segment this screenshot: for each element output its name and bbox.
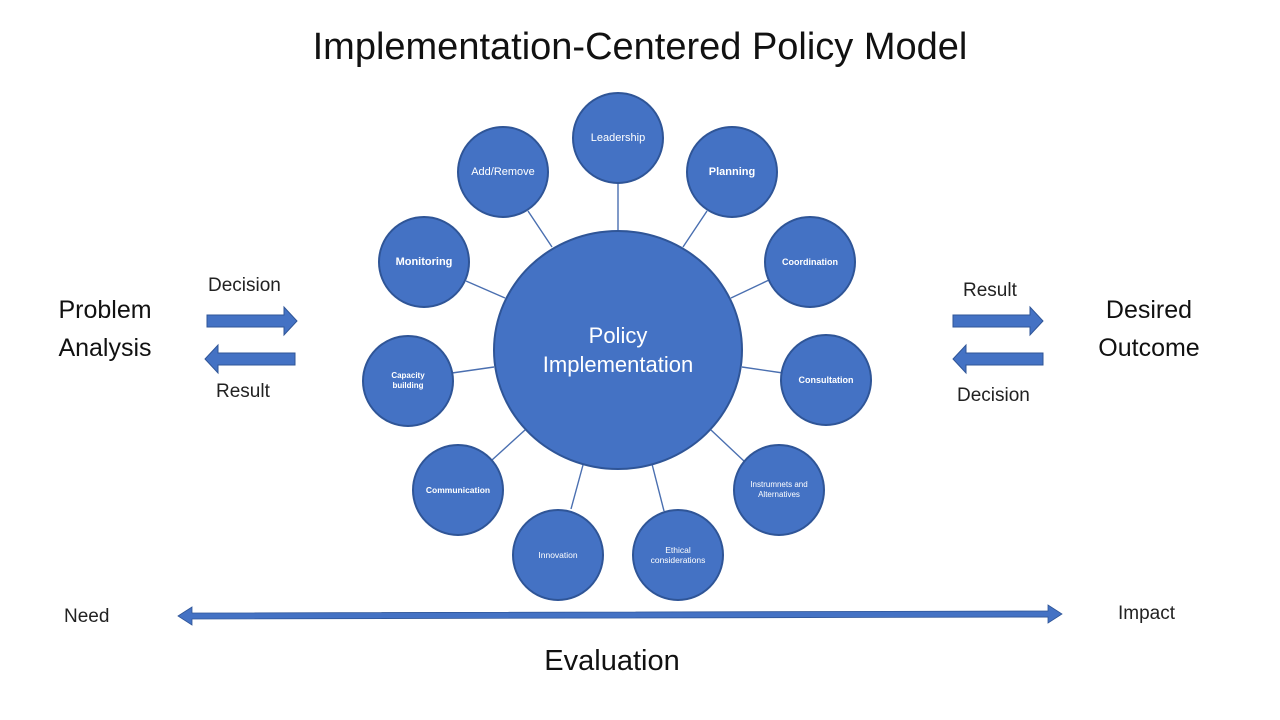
need-label: Need bbox=[64, 606, 110, 627]
connector-consultation bbox=[741, 366, 784, 374]
evaluation-double-arrow bbox=[177, 604, 1063, 626]
problem-analysis-label: Problem Analysis bbox=[58, 296, 152, 362]
evaluation-label: Evaluation bbox=[544, 645, 680, 677]
node-instruments: Instrumnets and Alternatives bbox=[733, 444, 825, 536]
node-monitoring: Monitoring bbox=[378, 216, 470, 308]
right-result-label: Result bbox=[963, 280, 1017, 301]
node-capacity-label: Capacity building bbox=[391, 371, 425, 390]
node-leadership: Leadership bbox=[572, 92, 664, 184]
center-label: Policy Implementation bbox=[542, 323, 694, 377]
node-planning: Planning bbox=[686, 126, 778, 218]
left-result-arrow bbox=[204, 343, 296, 375]
node-addremove: Add/Remove bbox=[457, 126, 549, 218]
right-decision-arrow bbox=[952, 343, 1044, 375]
node-addremove-label: Add/Remove bbox=[471, 166, 535, 178]
node-leadership-label: Leadership bbox=[590, 132, 646, 144]
node-communication-label: Communication bbox=[425, 485, 491, 495]
node-consultation-label: Consultation bbox=[798, 375, 854, 385]
left-result-label: Result bbox=[216, 381, 270, 402]
connector-planning bbox=[682, 210, 708, 248]
node-innovation: Innovation bbox=[512, 509, 604, 601]
node-policy-implementation: Policy Implementation bbox=[493, 230, 743, 470]
connector-instruments bbox=[710, 429, 746, 463]
desired-outcome-label: Desired Outcome bbox=[1098, 296, 1200, 362]
connector-addremove bbox=[527, 210, 553, 248]
node-communication: Communication bbox=[412, 444, 504, 536]
node-ethical: Ethical considerations bbox=[632, 509, 724, 601]
right-decision-label: Decision bbox=[957, 385, 1030, 406]
diagram-title: Implementation-Centered Policy Model bbox=[312, 26, 968, 68]
node-coordination: Coordination bbox=[764, 216, 856, 308]
node-instruments-label: Instrumnets and Alternatives bbox=[750, 480, 808, 499]
connector-innovation bbox=[570, 464, 584, 510]
node-monitoring-label: Monitoring bbox=[395, 256, 453, 268]
node-planning-label: Planning bbox=[708, 166, 756, 178]
impact-label: Impact bbox=[1118, 603, 1176, 624]
node-capacity: Capacity building bbox=[362, 335, 454, 427]
connector-ethical bbox=[651, 463, 665, 512]
node-coordination-label: Coordination bbox=[782, 257, 838, 267]
connector-coordination bbox=[730, 279, 770, 299]
node-ethical-label: Ethical considerations bbox=[650, 545, 706, 565]
connector-capacity bbox=[451, 366, 495, 374]
left-decision-label: Decision bbox=[208, 275, 281, 296]
connector-communication bbox=[491, 429, 526, 461]
right-result-arrow bbox=[952, 305, 1044, 337]
left-decision-arrow bbox=[206, 305, 298, 337]
connector-monitoring bbox=[465, 280, 506, 299]
node-consultation: Consultation bbox=[780, 334, 872, 426]
node-innovation-label: Innovation bbox=[538, 550, 578, 560]
